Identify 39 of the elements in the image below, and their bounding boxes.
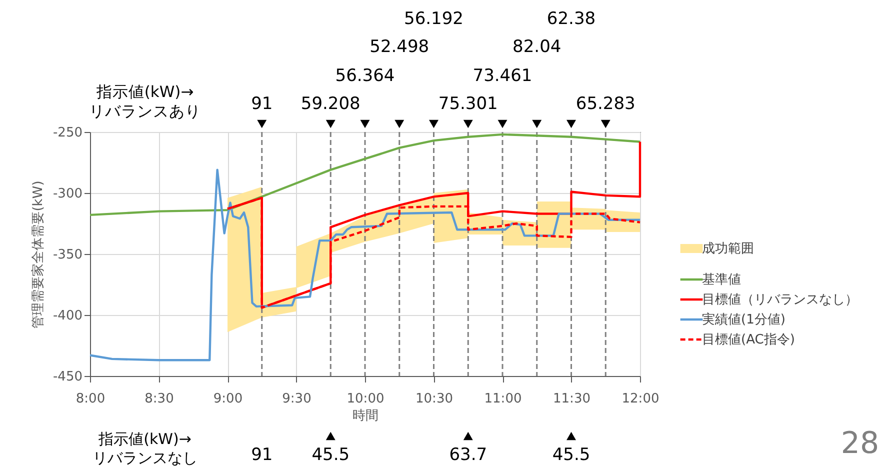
legend-label: 目標値(AC指令) <box>702 332 795 348</box>
x-tick-label: 10:30 <box>416 392 453 406</box>
y-tick-label: -350 <box>52 248 82 262</box>
y-axis-title: 管理需要家全体需要(kW) <box>30 180 46 328</box>
line-series <box>88 168 642 362</box>
text: 指示値(kW)→ リバランスあり <box>89 83 201 120</box>
x-tick-label: 10:00 <box>346 392 384 406</box>
text: 45.5 <box>552 445 590 465</box>
text: 56.192 <box>404 9 464 29</box>
y-tick-label: -450 <box>52 370 82 384</box>
x-tick-label: 11:00 <box>484 392 522 406</box>
x-tick-label: 12:00 <box>622 392 660 406</box>
text: 指示値(kW)→ リバランスなし <box>92 430 198 467</box>
x-tick-label: 8:30 <box>144 392 174 406</box>
text: 65.283 <box>576 94 636 114</box>
text: 91 <box>251 445 273 465</box>
y-tick-label: -250 <box>52 126 82 140</box>
text: 63.7 <box>449 445 488 465</box>
text: 91 <box>251 94 273 114</box>
legend-label: 成功範囲 <box>702 242 754 256</box>
x-tick-label: 9:30 <box>282 392 312 406</box>
text: 59.208 <box>300 94 360 114</box>
text: 75.301 <box>438 94 498 114</box>
text: 73.461 <box>472 66 532 86</box>
legend-label: 目標値（リバランスなし） <box>702 292 858 308</box>
x-tick-label: 11:30 <box>553 392 590 406</box>
x-axis-title: 時間 <box>352 408 378 424</box>
text: 28 <box>840 426 880 461</box>
y-tick-label: -400 <box>52 308 82 324</box>
legend-label: 実績値(1分値) <box>702 312 786 328</box>
legend-label: 基準値 <box>702 272 741 288</box>
text: 45.5 <box>312 445 350 465</box>
y-tick-label: -300 <box>52 186 82 202</box>
text: 52.498 <box>370 37 430 57</box>
x-tick-label: 9:00 <box>213 392 243 406</box>
text: 62.38 <box>546 9 596 29</box>
x-tick-label: 8:00 <box>76 392 106 406</box>
text: 82.04 <box>512 37 562 57</box>
text: 56.364 <box>335 66 395 86</box>
